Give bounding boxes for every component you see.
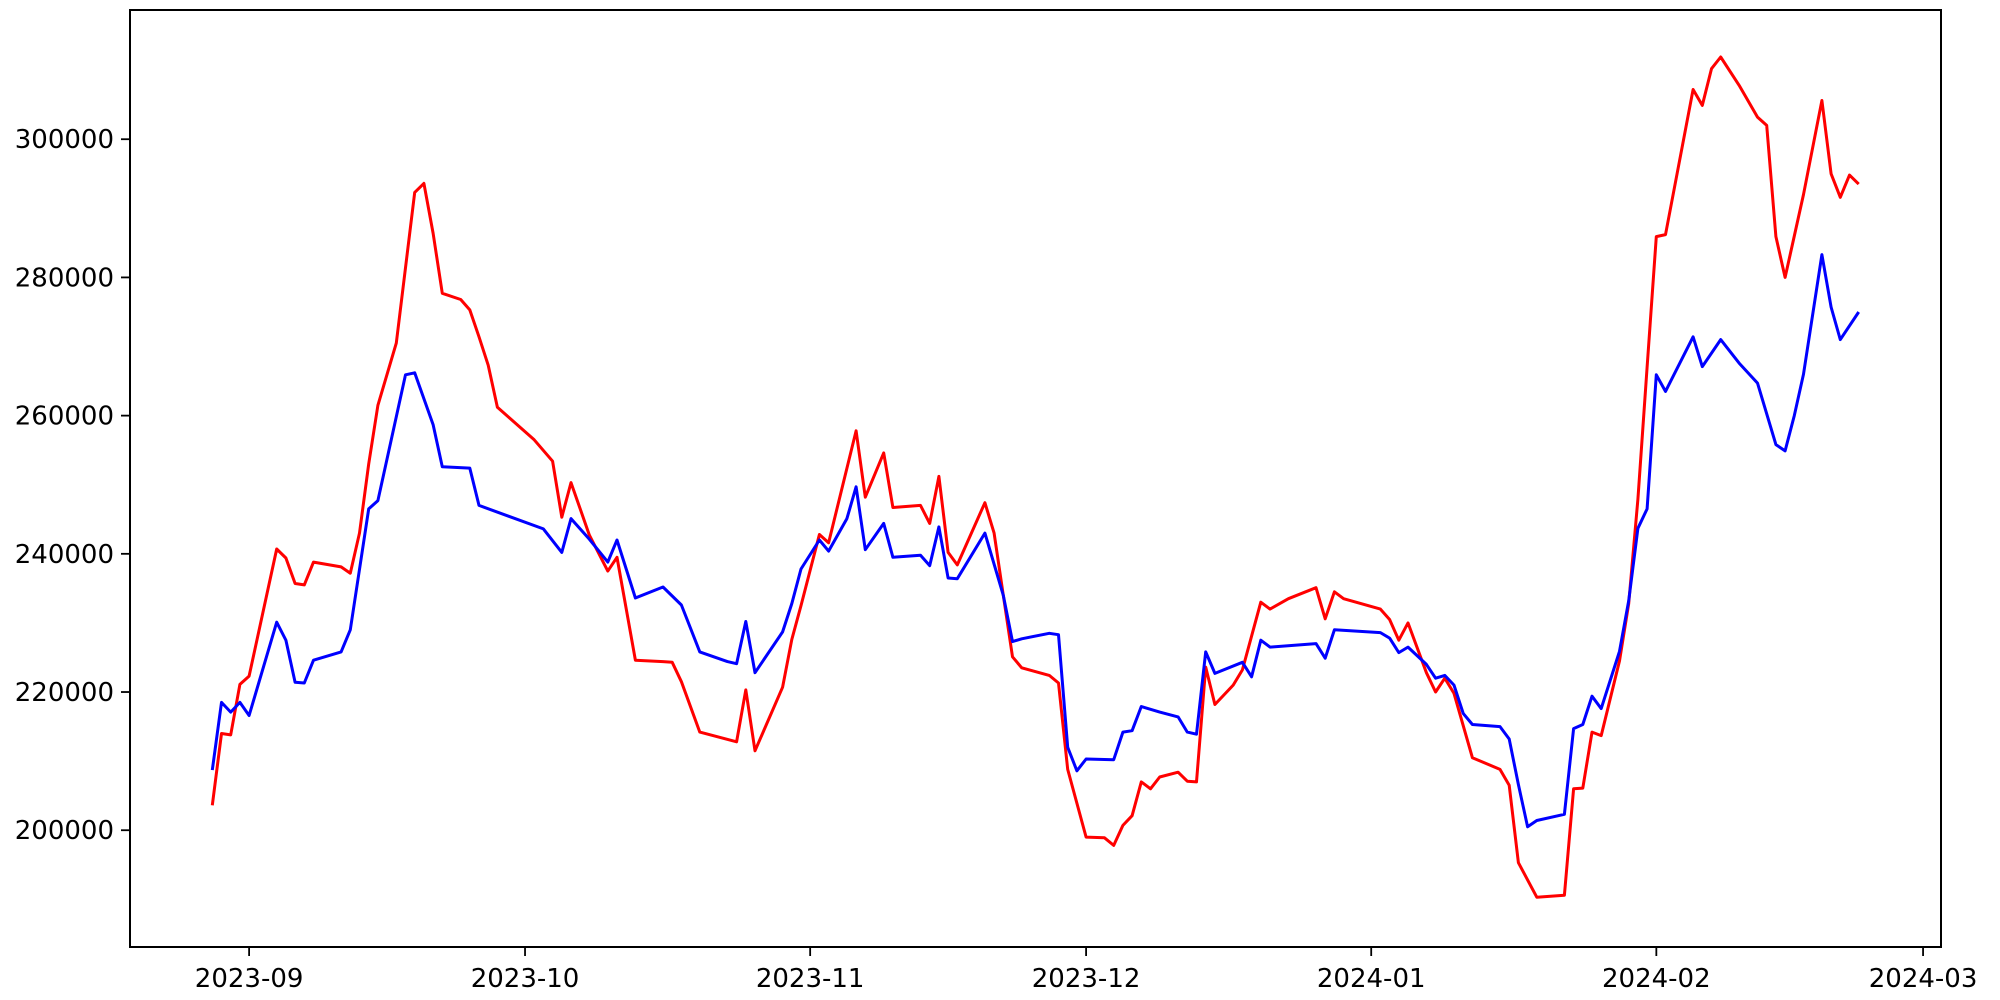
- x-tick-label: 2023-12: [1032, 964, 1141, 994]
- x-tick-label: 2024-02: [1602, 964, 1711, 994]
- y-tick-label: 240000: [15, 540, 114, 570]
- y-tick-label: 300000: [15, 125, 114, 155]
- x-tick-label: 2023-11: [756, 964, 865, 994]
- y-tick-label: 220000: [15, 678, 114, 708]
- x-tick-label: 2023-10: [471, 964, 580, 994]
- x-tick-label: 2024-01: [1317, 964, 1426, 994]
- x-tick-label: 2023-09: [195, 964, 304, 994]
- y-tick-label: 260000: [15, 402, 114, 432]
- red-series-line: [210, 55, 1860, 899]
- blue-series-line: [210, 253, 1860, 829]
- plot-border: [129, 9, 1942, 948]
- y-tick-label: 280000: [15, 263, 114, 293]
- x-tick-label: 2024-03: [1869, 964, 1978, 994]
- y-tick-label: 200000: [15, 816, 114, 846]
